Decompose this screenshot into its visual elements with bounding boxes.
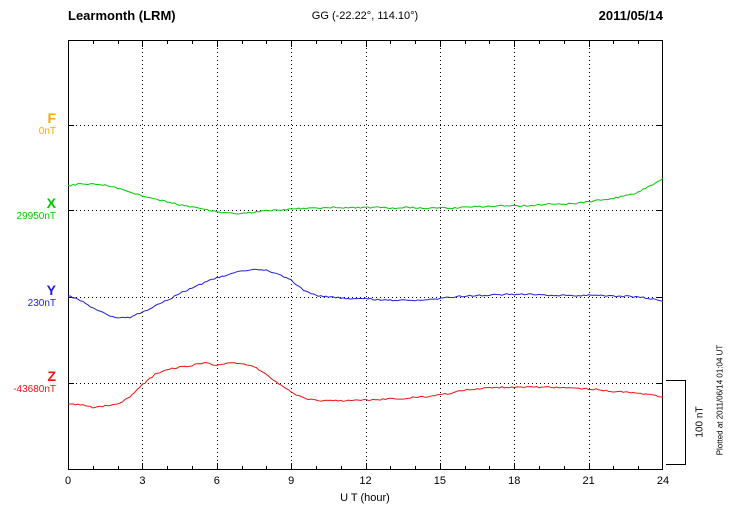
channel-name-x: X [46, 195, 56, 211]
x-tick-label: 15 [433, 475, 446, 487]
channel-baseline-f: 0nT [38, 126, 56, 137]
trace-y [68, 268, 663, 319]
x-tick-label: 24 [656, 475, 670, 487]
plot-date: 2011/05/14 [598, 8, 663, 23]
channel-label-y: Y 230nT [0, 283, 58, 310]
channel-baseline-y: 230nT [27, 298, 56, 309]
x-axis-ticks: 0 3 6 9 12 15 18 21 24 [0, 475, 730, 489]
x-tick-label: 12 [359, 475, 372, 487]
trace-z [68, 361, 663, 409]
channel-label-f: F 0nT [0, 111, 58, 138]
channel-label-x: X 29950nT [0, 196, 58, 223]
channel-baseline-z: -43680nT [13, 384, 56, 395]
x-tick-label: 3 [139, 475, 146, 487]
scale-bar-top-tick [666, 380, 686, 381]
plot-svg [68, 40, 663, 470]
x-tick-label: 18 [508, 475, 521, 487]
station-coordinates: GG (-22.22°, 114.10°) [311, 10, 419, 22]
x-tick-label: 9 [288, 475, 295, 487]
x-tick-label: 21 [582, 475, 595, 487]
trace-x [68, 177, 663, 215]
x-tick-label: 6 [213, 475, 220, 487]
x-tick-label: 0 [64, 475, 72, 487]
channel-baseline-x: 29950nT [16, 211, 56, 222]
plotted-note: Plotted at 2011/06/14 01:04 UT [715, 344, 725, 456]
channel-name-y: Y [46, 282, 56, 298]
scale-bar-label: 100 nT [694, 406, 706, 438]
scale-bar-line [685, 380, 686, 465]
x-axis-label: U T (hour) [340, 492, 390, 504]
channel-name-z: Z [47, 368, 56, 384]
scale-bar-bottom-tick [666, 464, 686, 465]
plot-area [68, 40, 663, 470]
channel-name-f: F [47, 110, 56, 126]
channel-label-z: Z -43680nT [0, 369, 58, 396]
station-title: Learmonth (LRM) [68, 8, 176, 23]
